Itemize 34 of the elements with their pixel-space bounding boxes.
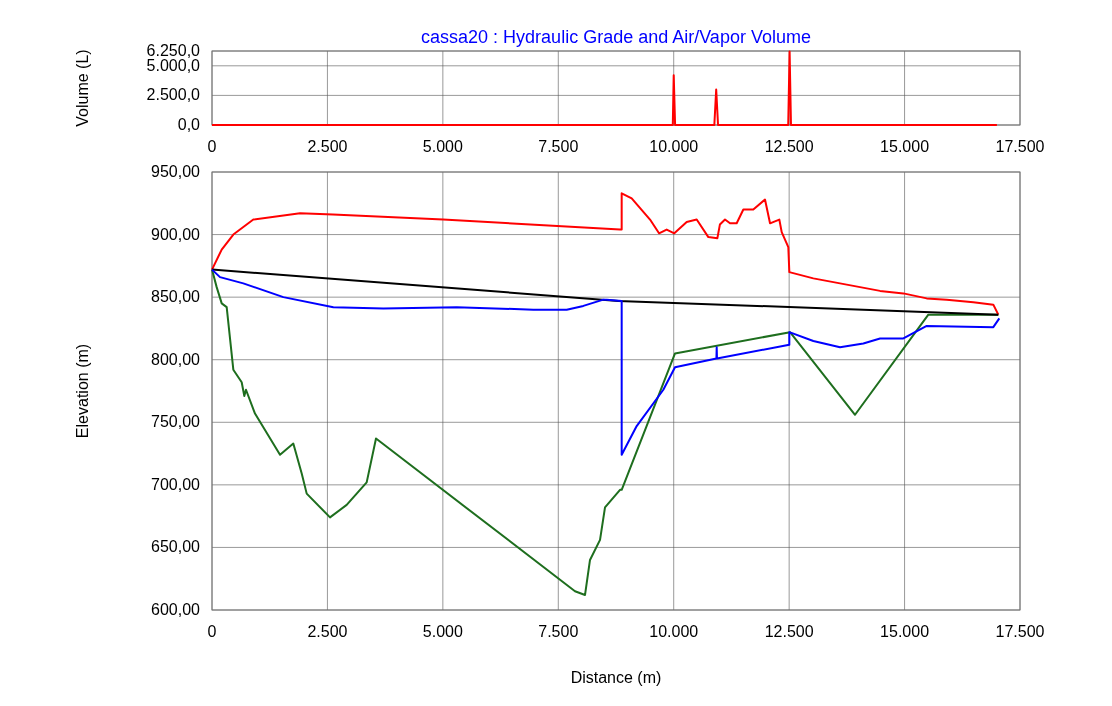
y-tick-label: 0,0 — [177, 116, 201, 133]
y-tick-label: 6.250,0 — [146, 42, 201, 59]
y-tick-label: 750,00 — [151, 413, 201, 431]
y-tick-label: 700,00 — [151, 475, 201, 493]
x-tick-label: 17.500 — [995, 623, 1045, 640]
x-tick-label: 12.500 — [764, 138, 814, 155]
line-series — [211, 268, 1001, 456]
y-tick-label: 900,00 — [151, 225, 201, 243]
y-tick-label: 650,00 — [151, 538, 201, 556]
x-tick-label: 12.500 — [764, 623, 814, 640]
x-tick-label: 0 — [207, 623, 217, 640]
x-tick-label: 15.000 — [880, 623, 930, 640]
y-tick-label: 800,00 — [151, 350, 201, 368]
y-axis-title: Volume (L) — [74, 49, 91, 127]
x-tick-label: 10.000 — [649, 138, 699, 155]
y-tick-label: 950,00 — [151, 163, 201, 180]
x-tick-label: 7.500 — [538, 623, 579, 640]
chart-title: cassa20 : Hydraulic Grade and Air/Vapor Volume — [421, 27, 811, 47]
x-tick-label: 10.000 — [649, 623, 699, 640]
x-axis-title: Distance (m) — [570, 669, 662, 686]
x-tick-label: 0 — [207, 138, 217, 155]
x-tick-label: 5.000 — [422, 623, 463, 640]
y-tick-label: 850,00 — [151, 288, 201, 306]
x-tick-label: 17.500 — [995, 138, 1045, 155]
y-tick-label: 2.500,0 — [146, 86, 201, 104]
y-axis-title: Elevation (m) — [74, 343, 91, 439]
line-series — [211, 50, 998, 126]
line-series — [211, 192, 1000, 316]
x-tick-label: 7.500 — [538, 138, 579, 155]
x-tick-label: 15.000 — [880, 138, 930, 155]
y-tick-label: 600,00 — [151, 601, 201, 618]
x-tick-label: 2.500 — [307, 138, 348, 155]
x-tick-label: 2.500 — [307, 623, 348, 640]
x-tick-label: 5.000 — [422, 138, 463, 155]
